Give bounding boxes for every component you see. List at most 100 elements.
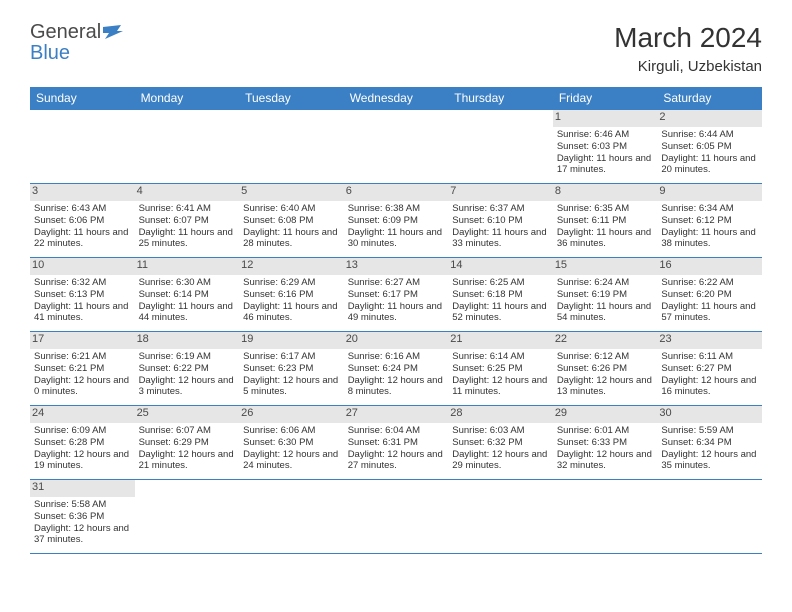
sunrise-line: Sunrise: 6:46 AM	[557, 129, 654, 141]
sunset-line: Sunset: 6:31 PM	[348, 437, 445, 449]
sunset-line: Sunset: 6:18 PM	[452, 289, 549, 301]
weekday-header: Wednesday	[344, 87, 449, 110]
calendar-cell: 4Sunrise: 6:41 AMSunset: 6:07 PMDaylight…	[135, 184, 240, 258]
daylight-line: Daylight: 11 hours and 49 minutes.	[348, 301, 445, 325]
logo-text-general: General	[30, 21, 101, 43]
sunrise-line: Sunrise: 6:19 AM	[139, 351, 236, 363]
weekday-header: Saturday	[657, 87, 762, 110]
sunrise-line: Sunrise: 6:09 AM	[34, 425, 131, 437]
calendar-cell	[30, 110, 135, 184]
sunset-line: Sunset: 6:09 PM	[348, 215, 445, 227]
daylight-line: Daylight: 12 hours and 21 minutes.	[139, 449, 236, 473]
calendar-cell: 9Sunrise: 6:34 AMSunset: 6:12 PMDaylight…	[657, 184, 762, 258]
calendar-cell: 29Sunrise: 6:01 AMSunset: 6:33 PMDayligh…	[553, 406, 658, 480]
calendar-cell: 10Sunrise: 6:32 AMSunset: 6:13 PMDayligh…	[30, 258, 135, 332]
sunset-line: Sunset: 6:34 PM	[661, 437, 758, 449]
logo-text-blue: Blue	[30, 42, 70, 64]
calendar-cell: 5Sunrise: 6:40 AMSunset: 6:08 PMDaylight…	[239, 184, 344, 258]
sunset-line: Sunset: 6:19 PM	[557, 289, 654, 301]
day-number: 27	[344, 406, 449, 423]
sunset-line: Sunset: 6:21 PM	[34, 363, 131, 375]
sunrise-line: Sunrise: 6:06 AM	[243, 425, 340, 437]
calendar-cell	[448, 110, 553, 184]
calendar-cell: 8Sunrise: 6:35 AMSunset: 6:11 PMDaylight…	[553, 184, 658, 258]
day-number: 18	[135, 332, 240, 349]
calendar-cell: 31Sunrise: 5:58 AMSunset: 6:36 PMDayligh…	[30, 480, 135, 554]
weekday-header: Thursday	[448, 87, 553, 110]
daylight-line: Daylight: 12 hours and 3 minutes.	[139, 375, 236, 399]
daylight-line: Daylight: 11 hours and 28 minutes.	[243, 227, 340, 251]
day-number: 9	[657, 184, 762, 201]
sunrise-line: Sunrise: 6:30 AM	[139, 277, 236, 289]
calendar-cell: 1Sunrise: 6:46 AMSunset: 6:03 PMDaylight…	[553, 110, 658, 184]
daylight-line: Daylight: 12 hours and 32 minutes.	[557, 449, 654, 473]
daylight-line: Daylight: 11 hours and 44 minutes.	[139, 301, 236, 325]
day-number: 7	[448, 184, 553, 201]
calendar-cell	[553, 480, 658, 554]
day-number: 19	[239, 332, 344, 349]
calendar-cell: 19 Sunrise: 6:17 AMSunset: 6:23 PMDayligh…	[239, 332, 344, 406]
day-number: 28	[448, 406, 553, 423]
sunrise-line: Sunrise: 6:38 AM	[348, 203, 445, 215]
sunset-line: Sunset: 6:17 PM	[348, 289, 445, 301]
day-number: 4	[135, 184, 240, 201]
calendar-cell	[135, 480, 240, 554]
sunrise-line: Sunrise: 5:59 AM	[661, 425, 758, 437]
sunrise-line: Sunrise: 6:40 AM	[243, 203, 340, 215]
calendar-cell	[448, 480, 553, 554]
calendar-cell: 26Sunrise: 6:06 AMSunset: 6:30 PMDayligh…	[239, 406, 344, 480]
sunrise-line: Sunrise: 6:35 AM	[557, 203, 654, 215]
day-number: 17	[30, 332, 135, 349]
calendar-cell: 6 Sunrise: 6:38 AMSunset: 6:09 PMDaylight…	[344, 184, 449, 258]
sunset-line: Sunset: 6:27 PM	[661, 363, 758, 375]
daylight-line: Daylight: 11 hours and 22 minutes.	[34, 227, 131, 251]
sunrise-line: Sunrise: 6:32 AM	[34, 277, 131, 289]
sunrise-line: Sunrise: 6:41 AM	[139, 203, 236, 215]
day-number: 14	[448, 258, 553, 275]
calendar-cell: 22Sunrise: 6:12 AMSunset: 6:26 PMDayligh…	[553, 332, 658, 406]
weekday-header: Friday	[553, 87, 658, 110]
sunrise-line: Sunrise: 6:44 AM	[661, 129, 758, 141]
day-number: 3	[30, 184, 135, 201]
sunset-line: Sunset: 6:20 PM	[661, 289, 758, 301]
sunrise-line: Sunrise: 6:27 AM	[348, 277, 445, 289]
sunrise-line: Sunrise: 6:16 AM	[348, 351, 445, 363]
sunset-line: Sunset: 6:06 PM	[34, 215, 131, 227]
sunrise-line: Sunrise: 6:14 AM	[452, 351, 549, 363]
daylight-line: Daylight: 12 hours and 27 minutes.	[348, 449, 445, 473]
daylight-line: Daylight: 11 hours and 41 minutes.	[34, 301, 131, 325]
calendar-cell	[344, 480, 449, 554]
calendar-cell: 14Sunrise: 6:25 AMSunset: 6:18 PMDayligh…	[448, 258, 553, 332]
day-number: 6	[344, 184, 449, 201]
sunrise-line: Sunrise: 6:25 AM	[452, 277, 549, 289]
calendar-cell	[239, 480, 344, 554]
calendar-cell: 16Sunrise: 6:22 AMSunset: 6:20 PMDayligh…	[657, 258, 762, 332]
calendar-cell: 3Sunrise: 6:43 AMSunset: 6:06 PMDaylight…	[30, 184, 135, 258]
day-number: 11	[135, 258, 240, 275]
sunset-line: Sunset: 6:23 PM	[243, 363, 340, 375]
calendar-table: SundayMondayTuesdayWednesdayThursdayFrid…	[30, 87, 762, 554]
daylight-line: Daylight: 11 hours and 20 minutes.	[661, 153, 758, 177]
calendar-cell: 23Sunrise: 6:11 AMSunset: 6:27 PMDayligh…	[657, 332, 762, 406]
sunrise-line: Sunrise: 6:17 AM	[243, 351, 340, 363]
daylight-line: Daylight: 12 hours and 19 minutes.	[34, 449, 131, 473]
daylight-line: Daylight: 12 hours and 8 minutes.	[348, 375, 445, 399]
sunset-line: Sunset: 6:36 PM	[34, 511, 131, 523]
sunrise-line: Sunrise: 6:07 AM	[139, 425, 236, 437]
day-number: 25	[135, 406, 240, 423]
daylight-line: Daylight: 12 hours and 0 minutes.	[34, 375, 131, 399]
calendar-cell: 17Sunrise: 6:21 AMSunset: 6:21 PMDayligh…	[30, 332, 135, 406]
day-number: 30	[657, 406, 762, 423]
sunset-line: Sunset: 6:10 PM	[452, 215, 549, 227]
daylight-line: Daylight: 12 hours and 5 minutes.	[243, 375, 340, 399]
daylight-line: Daylight: 11 hours and 30 minutes.	[348, 227, 445, 251]
daylight-line: Daylight: 11 hours and 38 minutes.	[661, 227, 758, 251]
daylight-line: Daylight: 12 hours and 29 minutes.	[452, 449, 549, 473]
sunrise-line: Sunrise: 6:11 AM	[661, 351, 758, 363]
calendar-cell: 20Sunrise: 6:16 AMSunset: 6:24 PMDayligh…	[344, 332, 449, 406]
day-number: 16	[657, 258, 762, 275]
sunset-line: Sunset: 6:13 PM	[34, 289, 131, 301]
calendar-cell: 30Sunrise: 5:59 AMSunset: 6:34 PMDayligh…	[657, 406, 762, 480]
calendar-cell: 21Sunrise: 6:14 AMSunset: 6:25 PMDayligh…	[448, 332, 553, 406]
sunset-line: Sunset: 6:11 PM	[557, 215, 654, 227]
